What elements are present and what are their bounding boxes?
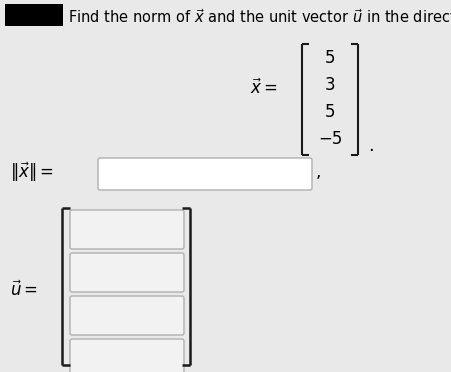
Text: $\vec{x} =$: $\vec{x} =$ xyxy=(250,78,277,98)
Text: 3: 3 xyxy=(324,76,335,94)
Text: Find the norm of $\vec{x}$ and the unit vector $\vec{u}$ in the direction of $\v: Find the norm of $\vec{x}$ and the unit … xyxy=(68,8,451,26)
Text: ,: , xyxy=(315,163,321,181)
Text: $\|\vec{x}\| =$: $\|\vec{x}\| =$ xyxy=(10,160,54,184)
Text: 5: 5 xyxy=(324,49,335,67)
FancyBboxPatch shape xyxy=(70,210,184,249)
Text: $\vec{u} =$: $\vec{u} =$ xyxy=(10,280,38,300)
Text: 5: 5 xyxy=(324,103,335,121)
FancyBboxPatch shape xyxy=(70,253,184,292)
FancyBboxPatch shape xyxy=(70,296,184,335)
Bar xyxy=(5,4,63,26)
Text: −5: −5 xyxy=(317,130,341,148)
FancyBboxPatch shape xyxy=(98,158,311,190)
FancyBboxPatch shape xyxy=(70,339,184,372)
Text: .: . xyxy=(367,137,373,155)
